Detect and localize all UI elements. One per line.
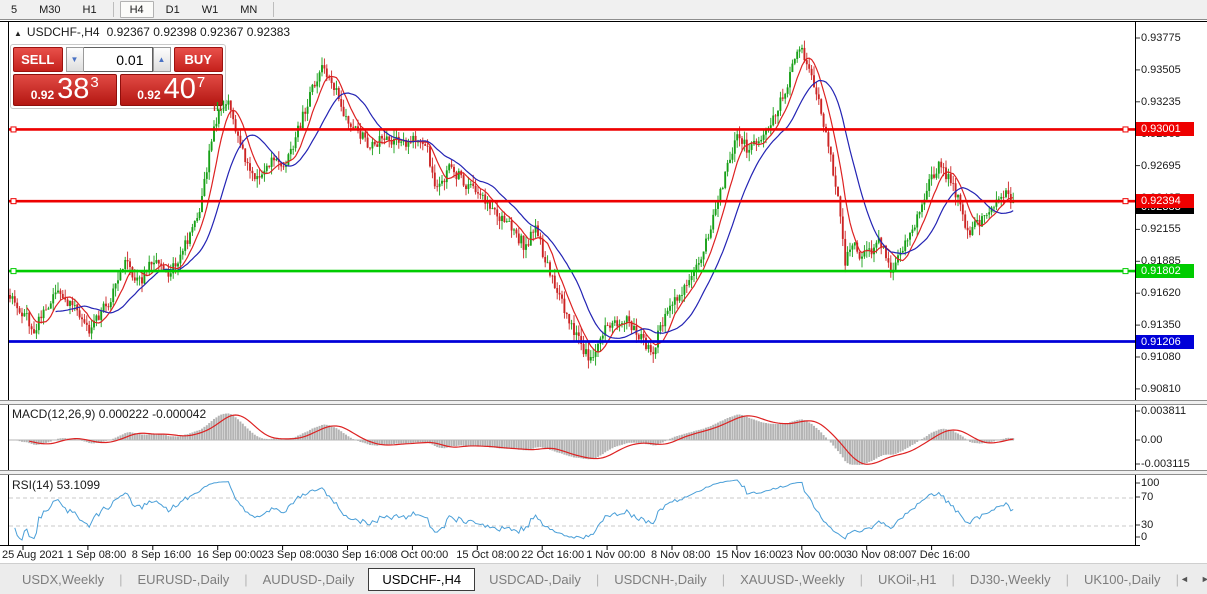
sell-price-big: 38 (57, 73, 90, 106)
date-tick-label: 22 Oct 16:00 (521, 549, 585, 561)
macd-axis-label: 0.00 (1141, 434, 1163, 446)
date-tick-label: 23 Sep 08:00 (261, 549, 328, 561)
volume-decrease-button[interactable]: ▼ (65, 47, 84, 72)
hline-price-label: 0.92394 (1136, 194, 1194, 209)
date-tick-label: 15 Oct 08:00 (456, 549, 520, 561)
timeframe-button-w1[interactable]: W1 (192, 1, 229, 18)
timeframe-button-d1[interactable]: D1 (156, 1, 190, 18)
tab-separator: | (244, 571, 248, 587)
tab-usdcad-daily[interactable]: USDCAD-,Daily (489, 571, 581, 587)
tab-scroll-arrows: ◄ ► (1180, 574, 1207, 584)
toolbar-separator (112, 2, 114, 17)
date-tick-label: 30 Sep 16:00 (326, 549, 392, 561)
date-tick-label: 8 Sep 16:00 (131, 549, 192, 561)
trade-controls-row: SELL ▼ ▲ BUY (13, 47, 223, 72)
date-tick-label: 1 Nov 00:00 (586, 549, 646, 561)
price-tick-label: 0.90810 (1141, 382, 1181, 395)
price-tick-label: 0.92695 (1141, 159, 1181, 172)
tab-scroll-right-icon[interactable]: ► (1200, 574, 1207, 584)
date-tick-label: 23 Nov 00:00 (780, 549, 847, 561)
date-tick-label: 16 Sep 00:00 (196, 549, 263, 561)
price-tick-label: 0.93775 (1141, 32, 1181, 44)
chart-title: ▲ USDCHF-,H4 0.92367 0.92398 0.92367 0.923… (14, 25, 290, 39)
price-tick-label: 0.93235 (1141, 95, 1181, 108)
buy-price-pip: 7 (196, 74, 206, 91)
volume-input[interactable] (83, 47, 153, 72)
volume-spinner: ▼ ▲ (65, 47, 171, 72)
chart-tabs-bar: USDX,Weekly | EURUSD-,Daily | AUDUSD-,Daily U… (0, 563, 1207, 594)
tab-separator: | (595, 571, 600, 587)
tab-separator: | (721, 571, 726, 587)
tab-ukoil-h1[interactable]: UKOil-,H1 (877, 571, 937, 587)
date-tick-label: 25 Aug 2021 (2, 549, 64, 561)
timeframe-toolbar: 5 M30 H1 H4 D1 W1 MN (0, 0, 1207, 20)
sell-price-prefix: 0.92 (30, 88, 55, 103)
sell-price-display[interactable]: 0.92 38 3 (13, 74, 117, 106)
toolbar-separator (273, 2, 275, 17)
rsi-axis-label: 70 (1141, 491, 1154, 503)
sell-price-pip: 3 (90, 74, 99, 91)
tab-separator: | (119, 571, 123, 587)
tab-usdcnh-daily[interactable]: USDCNH-,Daily (614, 571, 707, 587)
date-tick-label: 7 Dec 16:00 (910, 549, 970, 561)
tab-xauusd-weekly[interactable]: XAUUSD-,Weekly (740, 571, 845, 587)
timeframe-button-h4[interactable]: H4 (119, 1, 154, 18)
tab-audusd-daily[interactable]: AUDUSD-,Daily (262, 571, 355, 587)
macd-axis-label: -0.003115 (1141, 458, 1190, 470)
rsi-axis-label: 30 (1141, 519, 1154, 531)
price-tick-label: 0.93505 (1141, 63, 1181, 76)
tab-usdx-weekly[interactable]: USDX,Weekly (22, 571, 105, 587)
price-tick-label: 0.91080 (1141, 351, 1181, 363)
rsi-label: RSI(14) 53.1099 (12, 478, 101, 492)
hline-price-label: 0.91802 (1136, 264, 1194, 279)
price-tick-label: 0.91620 (1141, 287, 1181, 300)
trade-prices-row: 0.92 38 3 0.92 40 7 (13, 74, 223, 106)
sell-button[interactable]: SELL (13, 47, 63, 72)
timeframe-button-mn[interactable]: MN (230, 1, 267, 18)
tick-chart-icon[interactable] (213, 99, 227, 117)
symbol-marker-icon: ▲ (14, 29, 22, 38)
price-tick-label: 0.92155 (1141, 223, 1181, 236)
date-tick-label: 8 Nov 08:00 (651, 549, 711, 561)
macd-axis-label: 0.003811 (1141, 405, 1187, 417)
rsi-axis-label: 100 (1141, 477, 1160, 489)
date-tick-label: 1 Sep 08:00 (66, 549, 127, 561)
tab-eurusd-daily[interactable]: EURUSD-,Daily (137, 571, 230, 587)
hline-price-label: 0.93001 (1136, 122, 1194, 137)
timeframe-button-h1[interactable]: H1 (73, 1, 107, 18)
date-tick-label: 30 Nov 08:00 (845, 549, 912, 561)
buy-price-prefix: 0.92 (137, 88, 161, 103)
timeframe-button-m30[interactable]: M30 (29, 1, 70, 18)
buy-price-display[interactable]: 0.92 40 7 (119, 73, 223, 106)
timeframe-button-5[interactable]: 5 (1, 1, 27, 18)
hline-price-label: 0.91206 (1136, 334, 1194, 349)
date-tick-label: 8 Oct 00:00 (391, 549, 449, 561)
macd-label: MACD(12,26,9) 0.000222 -0.000042 (12, 407, 207, 421)
buy-button[interactable]: BUY (173, 47, 223, 72)
tab-separator: | (859, 571, 863, 587)
volume-increase-button[interactable]: ▲ (152, 47, 171, 72)
rsi-axis-label: 0 (1141, 531, 1148, 543)
tab-separator: | (1175, 571, 1179, 587)
date-tick-label: 15 Nov 16:00 (715, 549, 782, 561)
tab-dj30-weekly[interactable]: DJ30-,Weekly (969, 571, 1051, 587)
tab-scroll-left-icon[interactable]: ◄ (1179, 574, 1189, 584)
buy-price-big: 40 (163, 73, 196, 106)
tab-usdchf-h4[interactable]: USDCHF-,H4 (368, 567, 476, 591)
chart-symbol-period: USDCHF-,H4 (26, 25, 100, 39)
price-tick-label: 0.91350 (1141, 319, 1181, 332)
tab-uk100-daily[interactable]: UK100-,Daily (1083, 571, 1161, 587)
tab-separator: | (1065, 571, 1069, 587)
chart-ohlc-values: 0.92367 0.92398 0.92367 0.92383 (106, 25, 291, 39)
tab-separator: | (951, 571, 955, 587)
